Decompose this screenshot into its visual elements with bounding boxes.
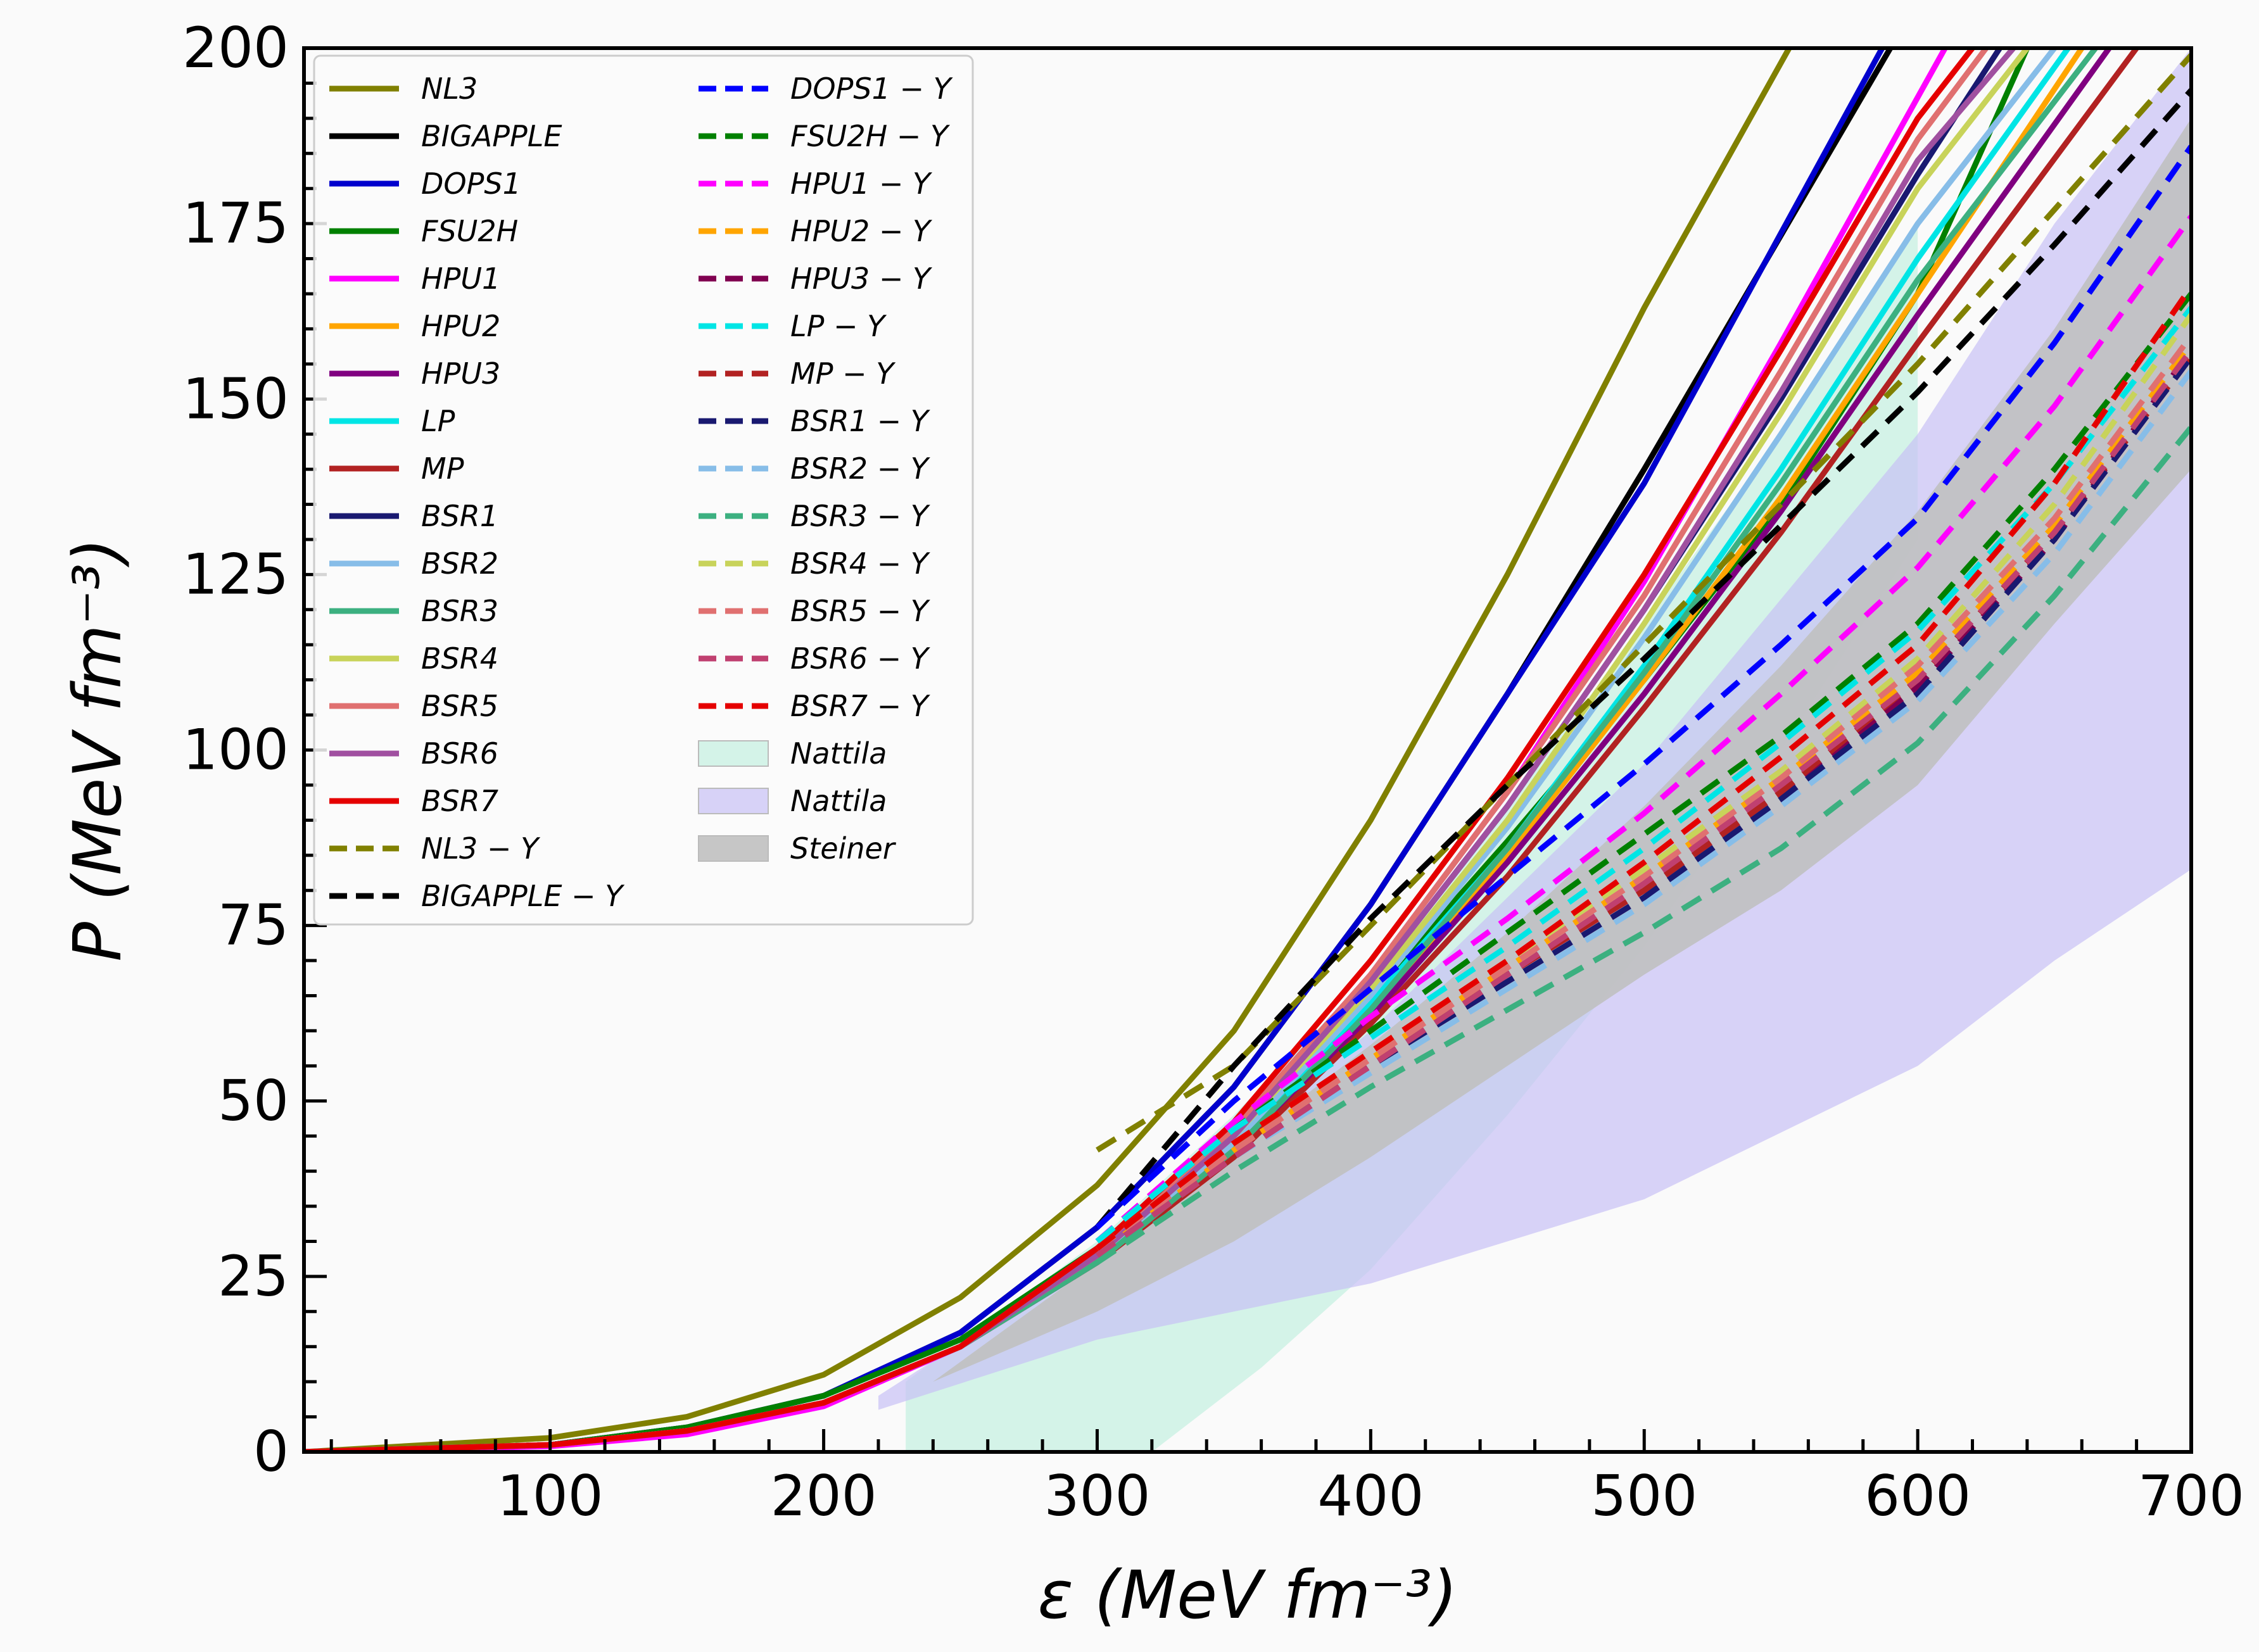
series-line-bsr6-y: [1095, 348, 2191, 1258]
legend-swatch-nattila: [698, 788, 769, 814]
legend: NL3 BIGAPPLE DOPS1 FSU2H HPU1 HPU2 HPU3 LP MP BSR…: [313, 54, 974, 926]
legend-label-nl3: NL3: [421, 72, 478, 106]
x-tick-label: 200: [771, 1463, 877, 1529]
legend-label-bsr3-y: BSR3 − Y: [790, 499, 931, 533]
legend-label-hpu2: HPU2: [421, 309, 500, 343]
tick-labels: 100 200 300 400 500 600 700 0 25 50 75 100 125 150 175…: [182, 15, 2244, 1529]
legend-label-bsr6-y: BSR6 − Y: [790, 641, 931, 676]
legend-label-fsu2h-y: FSU2H − Y: [790, 119, 951, 153]
legend-label-bigapple-y: BIGAPPLE − Y: [421, 879, 625, 913]
y-tick-label: 125: [182, 541, 289, 607]
series-line-fsu2h-y: [1095, 292, 2191, 1244]
series-line-bsr7-y: [1095, 285, 2191, 1251]
x-axis-label: ε (MeV fm⁻³): [1038, 1556, 1458, 1634]
y-tick-label: 0: [253, 1419, 289, 1484]
legend-label-nattila: Nattila: [790, 736, 887, 771]
legend-label-bsr2: BSR2: [421, 546, 498, 581]
series-line-dops1-y: [1095, 144, 2191, 1230]
legend-label-steiner: Steiner: [790, 831, 897, 866]
legend-label-bsr1-y: BSR1 − Y: [790, 404, 931, 438]
legend-label-hpu3-y: HPU3 − Y: [790, 262, 933, 296]
x-tick-label: 100: [497, 1463, 604, 1529]
y-tick-label: 75: [218, 893, 289, 958]
series-line-nl3: [304, 48, 1792, 1452]
legend-swatch-nattila: [698, 740, 769, 767]
y-tick-label: 25: [218, 1244, 289, 1309]
legend-label-hpu3: HPU3: [421, 356, 500, 391]
legend-swatch-steiner: [698, 835, 769, 862]
y-axis-label: P (MeV fm⁻³): [59, 538, 136, 961]
legend-label-lp: LP: [421, 404, 455, 438]
uncertainty-bands: [878, 48, 2191, 1452]
legend-label-bsr4: BSR4: [421, 641, 498, 676]
series-line-bsr4-y: [1095, 313, 2191, 1251]
x-tick-label: 500: [1591, 1463, 1697, 1529]
legend-label-nattila: Nattila: [790, 784, 887, 818]
legend-label-bsr7-y: BSR7 − Y: [790, 689, 931, 723]
legend-label-bsr4-y: BSR4 − Y: [790, 546, 931, 581]
series-line-bsr3-y: [1095, 425, 2191, 1265]
legend-label-hpu1-y: HPU1 − Y: [790, 167, 933, 201]
y-tick-label: 200: [182, 15, 289, 80]
legend-label-bsr7: BSR7: [421, 784, 498, 818]
legend-label-bigapple: BIGAPPLE: [421, 119, 562, 153]
x-tick-label: 700: [2138, 1463, 2244, 1529]
y-tick-label: 50: [218, 1068, 289, 1133]
legend-label-dops1: DOPS1: [421, 167, 521, 201]
band-nattila-1: [878, 48, 2191, 1410]
legend-label-bsr6: BSR6: [421, 736, 498, 771]
legend-label-mp: MP: [421, 451, 464, 486]
x-tick-label: 400: [1317, 1463, 1424, 1529]
x-tick-label: 600: [1864, 1463, 1971, 1529]
legend-label-bsr3: BSR3: [421, 594, 498, 628]
legend-label-hpu1: HPU1: [421, 262, 500, 296]
legend-label-fsu2h: FSU2H: [421, 214, 518, 248]
legend-label-bsr2-y: BSR2 − Y: [790, 451, 931, 486]
series-lines: [304, 48, 2191, 1452]
legend-label-lp-y: LP − Y: [790, 309, 887, 343]
plot-frame: [302, 46, 2193, 1454]
x-tick-label: 300: [1044, 1463, 1150, 1529]
series-line-bsr5-y: [1095, 334, 2191, 1251]
legend-box: [313, 54, 974, 926]
y-tick-label: 150: [182, 366, 289, 431]
series-line-bigapple-y: [1095, 88, 2191, 1230]
legend-label-bsr5-y: BSR5 − Y: [790, 594, 931, 628]
legend-label-nl3-y: NL3 − Y: [421, 831, 541, 866]
legend-label-dops1-y: DOPS1 − Y: [790, 72, 954, 106]
legend-label-bsr1: BSR1: [421, 499, 498, 533]
band-steiner-2: [933, 118, 2191, 1382]
y-tick-label: 100: [182, 717, 289, 783]
legend-label-hpu2-y: HPU2 − Y: [790, 214, 933, 248]
legend-label-mp-y: MP − Y: [790, 356, 896, 391]
y-tick-label: 175: [182, 191, 289, 256]
series-line-hpu1-y: [1095, 215, 2191, 1244]
legend-label-bsr5: BSR5: [421, 689, 498, 723]
